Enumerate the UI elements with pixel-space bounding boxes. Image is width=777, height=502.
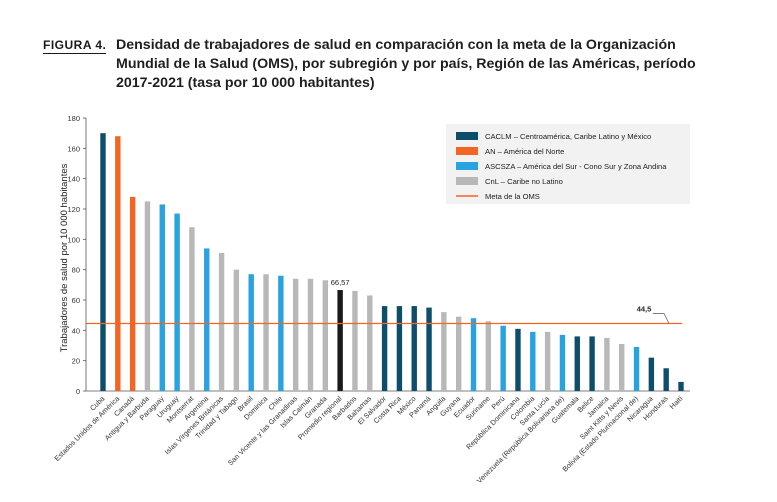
bar (218, 252, 225, 391)
bar (381, 306, 388, 391)
legend-label-meta: Meta de la OMS (485, 192, 540, 201)
bar (633, 347, 640, 391)
y-tick-label: 0 (76, 387, 80, 396)
axes: 0 20 40 60 80 100 120 140 160 180 (67, 114, 690, 396)
bar (411, 306, 417, 391)
target-label-leader (653, 313, 670, 324)
regional-average-label: 66,57 (331, 278, 350, 287)
bar (663, 368, 669, 391)
bar (589, 336, 595, 391)
figure-label: FIGURA 4. (43, 38, 107, 54)
bar (530, 331, 536, 391)
bar (174, 213, 180, 391)
legend-swatch-ascsza (456, 162, 478, 170)
bar (189, 227, 195, 391)
bars: 66,57 44,5 (86, 133, 684, 392)
bar (500, 325, 506, 391)
target-value-label: 44,5 (637, 305, 652, 314)
bar (292, 278, 299, 391)
legend-label-ascsza: ASCSZA – América del Sur - Cono Sur y Zo… (485, 162, 667, 171)
bar (396, 306, 403, 391)
bar (129, 196, 136, 391)
y-tick-label: 160 (67, 144, 80, 153)
y-tick-label: 180 (67, 114, 80, 123)
figure-title: Densidad de trabajadores de salud en com… (116, 37, 696, 91)
bar (574, 336, 580, 391)
bar (441, 312, 447, 391)
bar (678, 381, 684, 391)
bar (278, 275, 284, 391)
y-tick-label: 100 (67, 235, 80, 244)
y-tick-label: 40 (72, 326, 80, 335)
bar (204, 248, 210, 391)
bar (263, 274, 269, 391)
bar (485, 321, 492, 391)
bar (367, 295, 373, 391)
y-tick-label: 80 (72, 266, 80, 275)
y-tick-label: 120 (67, 205, 80, 214)
bar (470, 318, 477, 391)
y-tick-label: 20 (72, 357, 80, 366)
x-tick-label: Haití (668, 394, 685, 411)
bar (115, 136, 121, 391)
bar (544, 331, 551, 391)
legend: CACLM – Centroamérica, Caribe Latino y M… (446, 124, 690, 204)
legend-label-caclm: CACLM – Centroamérica, Caribe Latino y M… (485, 132, 651, 141)
bar (619, 343, 625, 391)
bar (559, 334, 566, 391)
bar (426, 307, 432, 391)
bar (159, 204, 165, 391)
bar (233, 269, 240, 391)
legend-box (446, 124, 690, 204)
y-axis-label: Trabajadores de salud por 10 000 habitan… (59, 163, 70, 352)
bar (648, 357, 655, 391)
bar (307, 278, 314, 391)
bar (337, 290, 343, 391)
bar (322, 280, 329, 391)
y-tick-label: 140 (67, 175, 80, 184)
bar (100, 133, 106, 392)
bar (352, 290, 358, 391)
legend-swatch-cnl (456, 177, 478, 185)
legend-label-an: AN – América del Norte (485, 147, 564, 156)
y-tick-label: 60 (72, 296, 80, 305)
legend-swatch-an (456, 147, 478, 155)
legend-label-cnl: CnL – Caribe no Latino (485, 177, 563, 186)
bar (515, 328, 521, 391)
bar (144, 201, 151, 391)
legend-swatch-caclm (456, 132, 478, 140)
bar (604, 337, 610, 391)
bar (455, 316, 462, 391)
bar (248, 274, 254, 391)
